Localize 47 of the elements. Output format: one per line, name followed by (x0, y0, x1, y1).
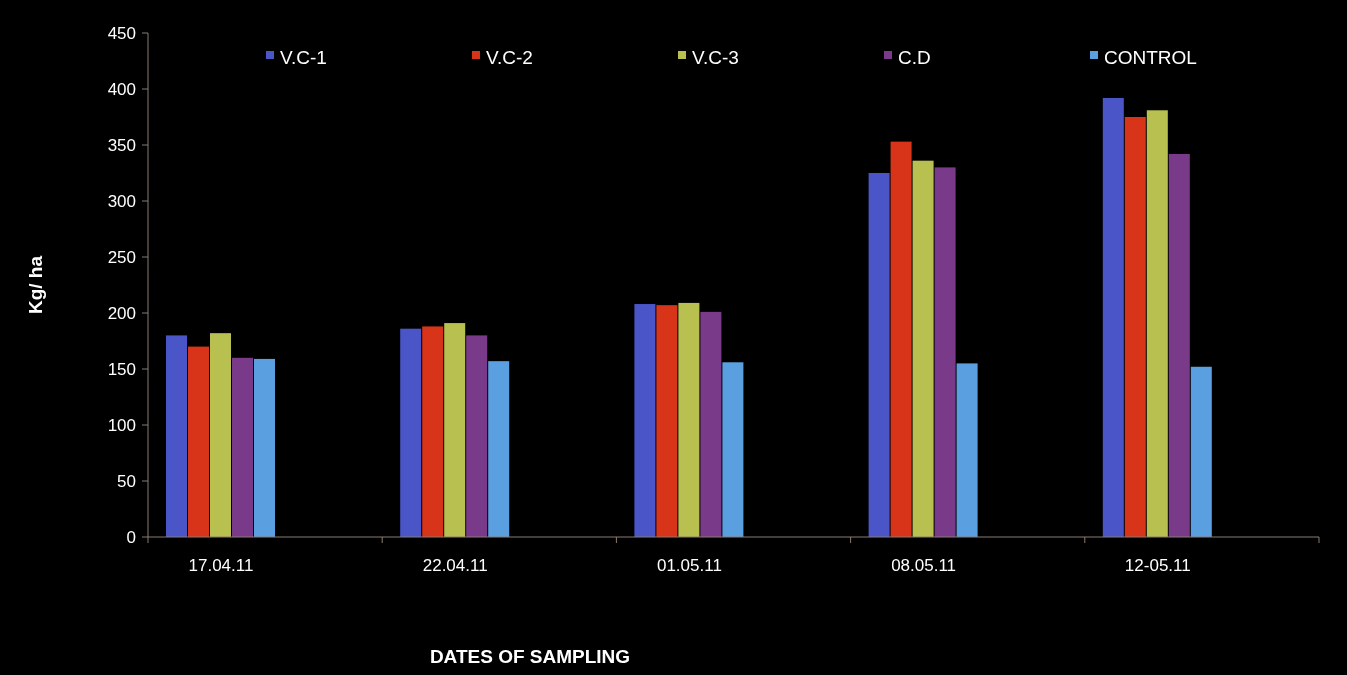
bar (890, 141, 912, 537)
bar (400, 328, 422, 537)
bar (422, 326, 444, 537)
bar (444, 323, 466, 537)
bar (1102, 97, 1124, 537)
y-tick-label: 350 (107, 135, 136, 155)
x-tick-label: 17.04.11 (188, 556, 254, 575)
bar (488, 361, 510, 537)
y-tick-label: 250 (107, 247, 136, 267)
bar (634, 304, 656, 537)
legend-label: V.C-2 (486, 46, 533, 68)
bar (912, 160, 934, 537)
bar (868, 173, 890, 537)
x-tick-label: 12-05.11 (1124, 556, 1191, 575)
y-tick-label: 100 (107, 415, 136, 435)
y-tick-label: 450 (107, 23, 136, 43)
y-tick-label: 300 (107, 191, 136, 211)
bar (1168, 153, 1190, 537)
bar (210, 333, 231, 537)
bar (1124, 117, 1146, 537)
legend-label: V.C-3 (692, 46, 739, 68)
legend-label: V.C-1 (280, 46, 327, 68)
bar (722, 362, 744, 537)
bar (678, 302, 700, 537)
bar (1146, 110, 1168, 537)
bar (1190, 366, 1212, 537)
x-tick-label: 22.04.11 (422, 556, 488, 575)
legend-label: C.D (898, 46, 931, 68)
y-tick-label: 50 (117, 471, 136, 491)
bar (934, 167, 956, 537)
legend-label: CONTROL (1104, 46, 1197, 68)
bar (700, 311, 722, 537)
y-tick-label: 200 (107, 303, 136, 323)
x-axis-title: DATES OF SAMPLING (429, 646, 631, 667)
bar (466, 335, 488, 537)
y-tick-label: 400 (107, 79, 136, 99)
bar (232, 357, 253, 537)
x-tick-label: 08.05.11 (891, 556, 957, 575)
bar (656, 305, 678, 537)
bar (188, 346, 209, 537)
y-tick-label: 150 (107, 359, 136, 379)
x-tick-label: 01.05.11 (656, 556, 722, 575)
y-axis-title: Kg/ ha (25, 255, 46, 315)
bar (254, 358, 275, 537)
bar (956, 363, 978, 537)
bar (166, 335, 187, 537)
y-tick-label: 0 (126, 527, 136, 547)
